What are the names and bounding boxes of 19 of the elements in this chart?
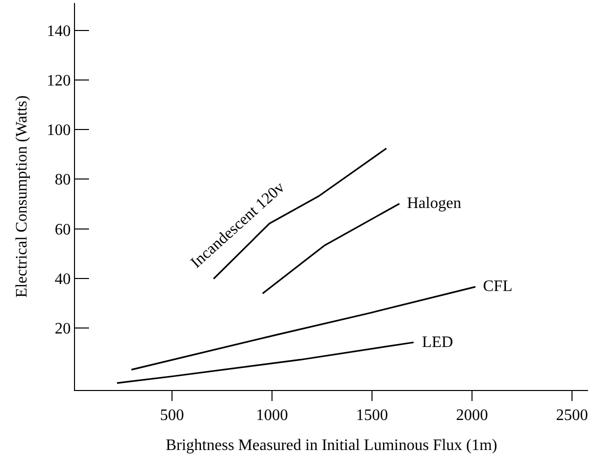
y-tick-label: 40 <box>54 270 71 288</box>
line-series <box>130 286 476 370</box>
y-tick-label: 60 <box>54 221 71 238</box>
line-series <box>116 342 414 384</box>
series-label: Halogen <box>407 195 462 212</box>
x-tick-label: 1500 <box>356 407 388 424</box>
y-tick-label: 100 <box>46 122 71 140</box>
y-tick-label: 120 <box>46 72 71 90</box>
y-tick-label: 80 <box>54 172 71 189</box>
x-tick-label: 2500 <box>556 407 588 424</box>
y-tick-label: 140 <box>46 22 71 40</box>
series-label: LED <box>422 334 454 351</box>
x-axis-title: Brightness Measured in Initial Luminous Flux (1m) <box>166 436 498 454</box>
x-tick-label: 2000 <box>456 407 488 424</box>
series-label: CFL <box>483 278 512 295</box>
x-tick-label: 1000 <box>256 407 288 424</box>
x-tick-label: 500 <box>160 407 184 424</box>
y-tick-label: 20 <box>54 320 71 338</box>
y-axis-title: Electrical Consumption (Watts) <box>14 95 31 298</box>
